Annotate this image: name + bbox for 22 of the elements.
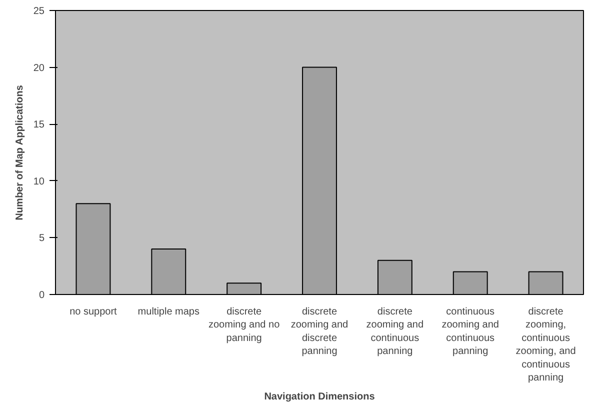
y-tick-label: 0: [38, 290, 45, 301]
x-tick-label: discrete zooming and no panning: [208, 306, 280, 344]
y-tick-label: 10: [33, 176, 45, 188]
x-tick-label: discrete zooming and discrete panning: [290, 306, 348, 358]
bar: [302, 66, 337, 294]
x-tick-label: no support: [70, 306, 118, 318]
y-tick-label: 25: [33, 6, 45, 17]
y-axis-title: Number of Map Applications: [14, 84, 26, 220]
x-tick-label: discrete zooming and continuous panning: [366, 306, 424, 358]
x-tick-label: continuous zooming and continuous panning: [442, 306, 499, 358]
y-tick-label: 15: [33, 120, 45, 131]
y-tick-label: 20: [33, 62, 45, 74]
x-tick-label: multiple maps: [138, 306, 200, 318]
y-tick-label: 5: [38, 233, 45, 244]
bar: [528, 271, 564, 294]
x-tick-label: discrete zooming, continuous zooming, and continuous panning: [516, 306, 576, 384]
x-axis-title: Navigation Dimensions: [264, 392, 376, 402]
bar: [377, 260, 412, 294]
bar: [226, 282, 262, 294]
bar: [76, 203, 111, 294]
bar: [452, 271, 488, 294]
bar: [151, 248, 186, 294]
